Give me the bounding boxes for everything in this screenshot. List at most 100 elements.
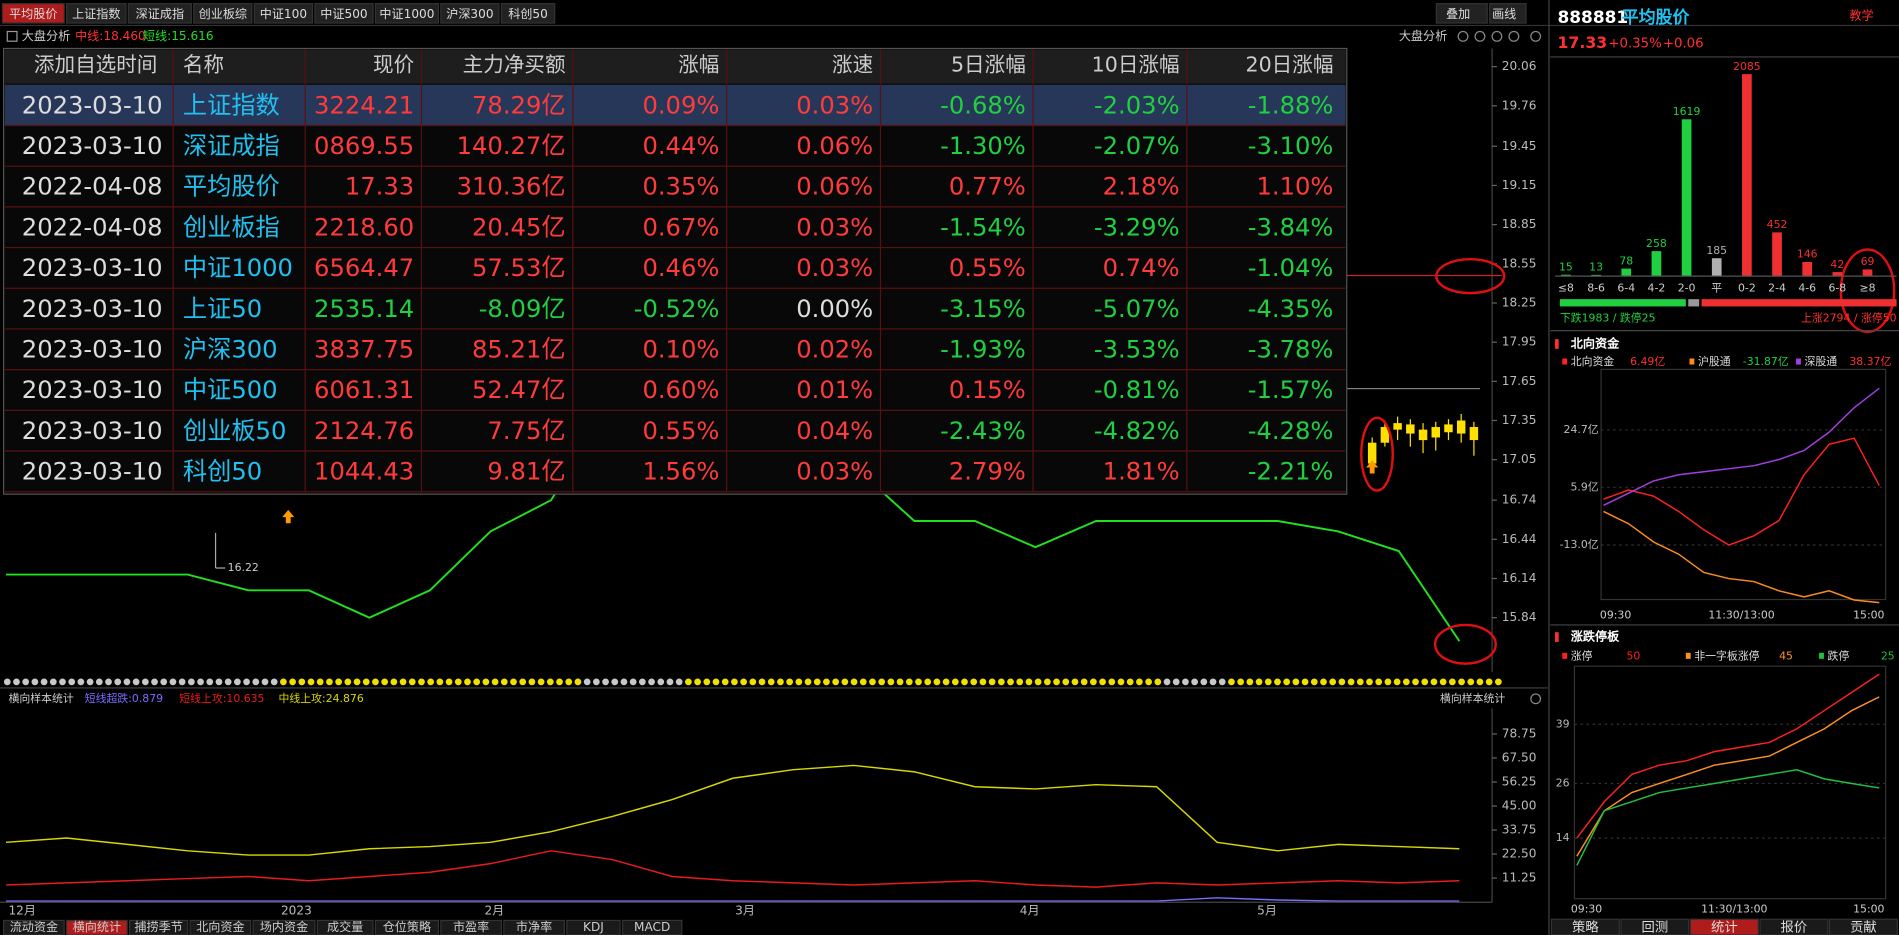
dist-value: 258 [1646, 237, 1667, 250]
top-tab[interactable] [193, 3, 253, 24]
signal-dot [666, 678, 674, 686]
signal-dot [270, 678, 278, 686]
quote-change: +0.06 [1663, 37, 1704, 52]
signal-dot [823, 678, 830, 686]
signal-dot [961, 678, 968, 686]
table-header: 10日涨幅 [1092, 52, 1180, 76]
dist-bar [1621, 268, 1632, 277]
table-cell: 0.55% [949, 254, 1026, 282]
signal-dot [243, 678, 250, 686]
tool-icon[interactable] [1508, 30, 1520, 42]
candle-body [1431, 427, 1440, 438]
right-tab-label: 回测 [1642, 920, 1669, 935]
top-tab[interactable] [66, 3, 127, 24]
plot-frame [1600, 368, 1887, 601]
panel-icon [6, 30, 18, 42]
right-tab-label: 贡献 [1850, 920, 1877, 935]
top-tab[interactable] [440, 3, 500, 24]
signal-dot [694, 678, 701, 686]
signal-dot [1025, 678, 1033, 686]
right-tab-label: 报价 [1781, 920, 1808, 935]
dist-value: 15 [1559, 260, 1573, 273]
table-header-bg [4, 49, 1346, 84]
table-cell: -3.29% [1094, 213, 1180, 241]
row-highlight[interactable] [4, 84, 1346, 126]
tool-icon[interactable] [1530, 693, 1542, 705]
table-cell: -4.28% [1248, 417, 1334, 445]
signal-arrow [1366, 460, 1379, 474]
price-tick-label: 16.14 [1502, 571, 1537, 585]
price-tick-label: 18.55 [1502, 256, 1537, 270]
signal-dot [1356, 678, 1364, 686]
table-cell: -3.10% [1248, 132, 1334, 160]
top-button[interactable] [1435, 3, 1488, 24]
quote-name: 平均股价 [1622, 7, 1691, 27]
signal-dot [1384, 678, 1392, 686]
signal-dot [804, 678, 812, 686]
table-cell: -3.15% [940, 295, 1026, 323]
signal-dot [832, 678, 840, 686]
legend: 中线:18.460 [75, 28, 146, 43]
signal-dot [767, 678, 775, 686]
signal-dot [583, 678, 591, 686]
legend-value: -31.87亿 [1743, 355, 1789, 368]
panel-title: 横向样本统计 [1440, 691, 1505, 705]
dist-bar [1711, 258, 1722, 277]
top-tab[interactable] [314, 3, 374, 24]
table-cell: -1.88% [1248, 91, 1334, 119]
signal-dot [1034, 678, 1042, 686]
signal-dot [1126, 678, 1134, 686]
table-cell: 20.45亿 [472, 213, 566, 241]
price-tick-label: 17.95 [1502, 335, 1537, 349]
table-cell: 深证成指 [183, 132, 280, 160]
signal-dot [1007, 678, 1014, 686]
dist-value: 1619 [1673, 105, 1701, 118]
top-tab-label: 中证100 [260, 6, 307, 21]
y-tick-label: -13.0亿 [1560, 538, 1599, 551]
y-tick-label: 11.25 [1502, 871, 1537, 885]
table-cell: 0.09% [642, 91, 719, 119]
signal-dot [924, 678, 932, 686]
signal-dot [813, 678, 821, 686]
signal-dot [620, 678, 628, 686]
signal-dot [1375, 678, 1383, 686]
bottom-tab-label: KDJ [583, 920, 604, 934]
tool-icon[interactable] [1457, 30, 1469, 42]
signal-dot [1485, 678, 1493, 686]
legend-swatch [1685, 652, 1691, 659]
top-tab[interactable] [500, 3, 556, 24]
x-tick-label: 15:00 [1853, 608, 1884, 621]
signal-dot [197, 678, 204, 686]
top-button-label: 画线 [1492, 7, 1516, 21]
top-button[interactable] [1489, 3, 1527, 24]
bottom-tab-label: 仓位策略 [383, 919, 431, 934]
table-cell: 85.21亿 [472, 336, 566, 364]
table-cell: 2023-03-10 [22, 376, 163, 404]
low-label: 16.22 [228, 561, 259, 574]
top-tab[interactable] [127, 3, 192, 24]
table-header: 涨幅 [678, 52, 719, 76]
table-cell: 0.15% [949, 376, 1026, 404]
legend-swatch [1689, 358, 1695, 365]
signal-dot [169, 678, 177, 686]
tool-icon[interactable] [1530, 30, 1542, 42]
table-header: 20日涨幅 [1245, 52, 1333, 76]
top-tab[interactable] [253, 3, 314, 24]
signal-dot [951, 678, 959, 686]
x-tick-label: 11:30/13:00 [1708, 608, 1774, 621]
table-cell: 0.74% [1103, 254, 1180, 282]
y-tick-label: 26 [1556, 776, 1570, 789]
signal-dot [721, 678, 729, 686]
top-tab[interactable] [374, 3, 440, 24]
signal-dot [1089, 678, 1097, 686]
price-tick-label: 17.65 [1502, 374, 1537, 388]
table-cell: -0.81% [1094, 376, 1180, 404]
y-tick-label: 24.7亿 [1564, 423, 1599, 436]
tool-icon[interactable] [1491, 30, 1503, 42]
top-tab[interactable] [1, 3, 65, 24]
table-cell: 2022-04-08 [22, 213, 163, 241]
x-tick-label: 15:00 [1853, 903, 1884, 916]
table-cell: 2.18% [1103, 173, 1180, 201]
tool-icon[interactable] [1474, 30, 1486, 42]
